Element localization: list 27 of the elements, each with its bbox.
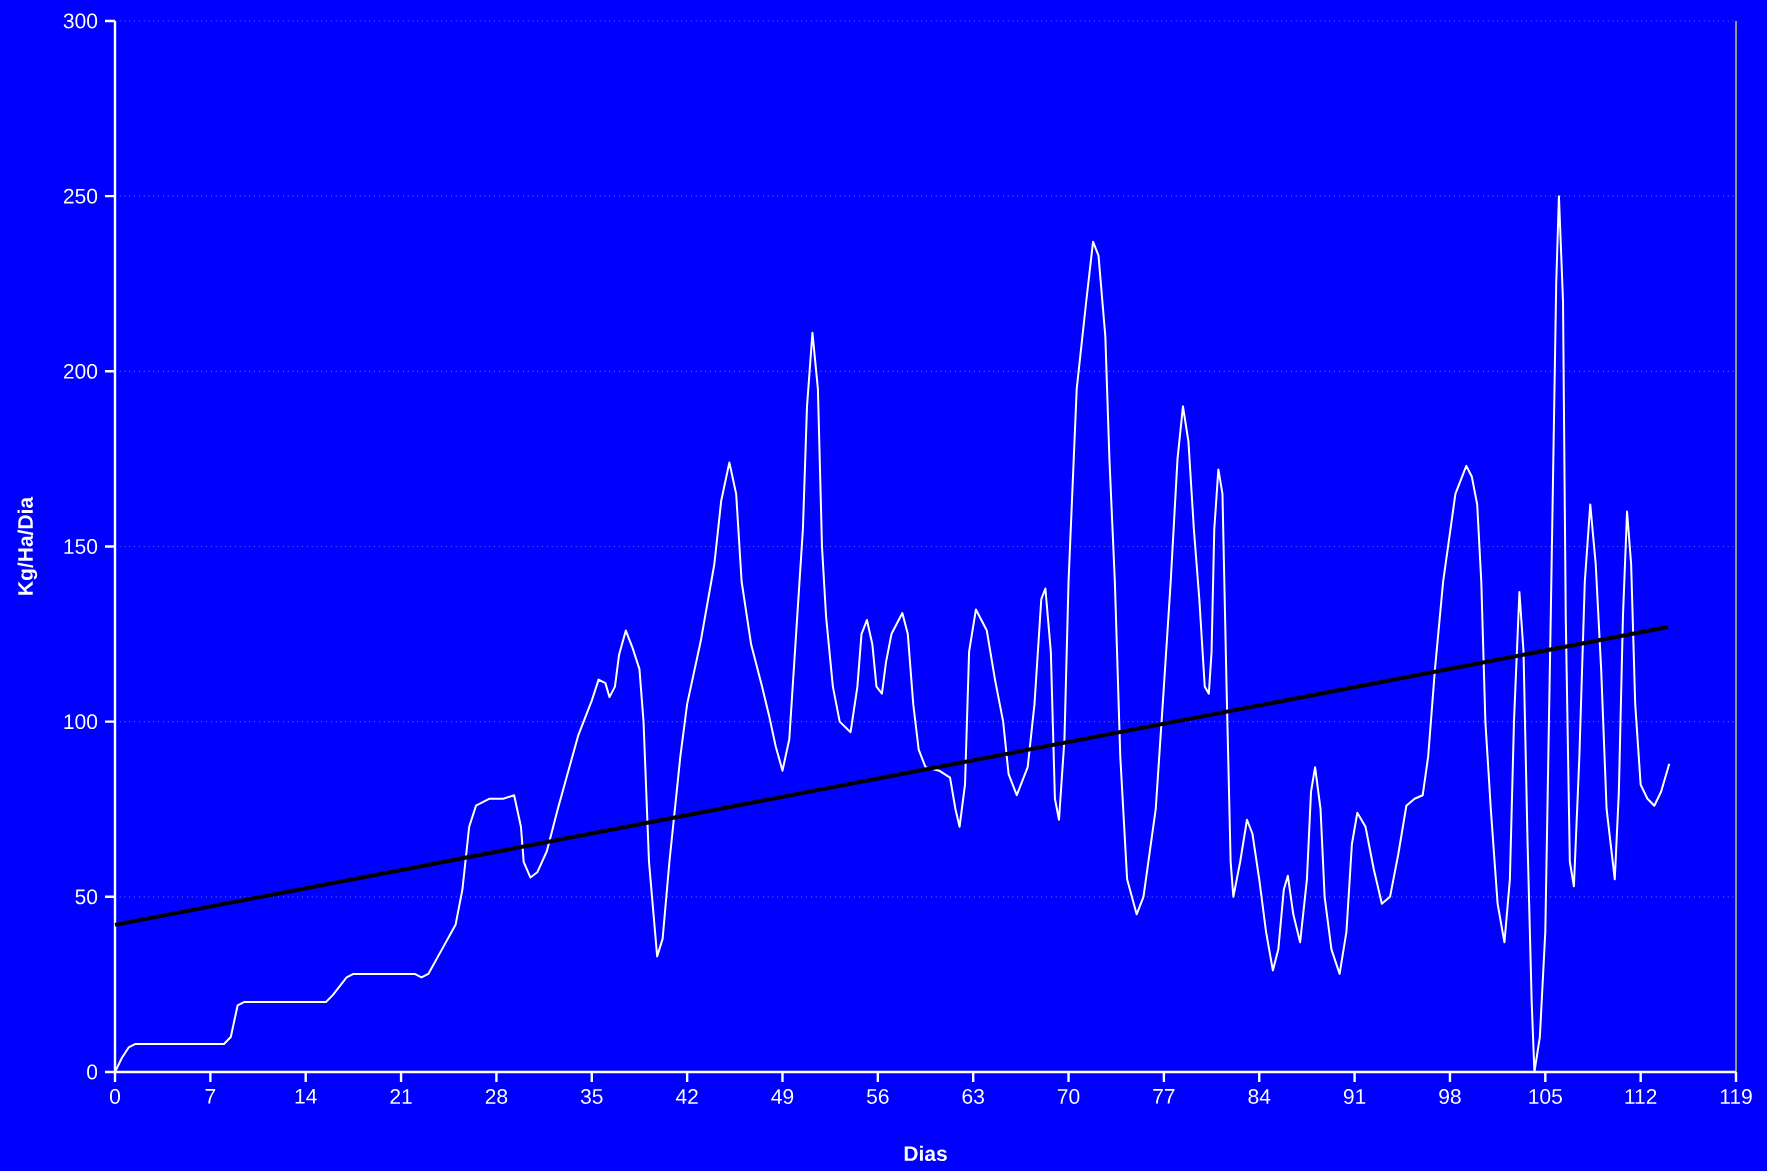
x-tick-label: 0 bbox=[109, 1089, 121, 1104]
x-tick-label: 112 bbox=[1625, 1089, 1657, 1104]
y-tick-label: 200 bbox=[63, 363, 98, 379]
x-tick-label: 119 bbox=[1720, 1089, 1752, 1104]
x-tick-label: 84 bbox=[1248, 1089, 1271, 1104]
y-tick-label: 300 bbox=[63, 13, 98, 29]
x-tick-label: 7 bbox=[205, 1089, 216, 1104]
x-tick-label: 91 bbox=[1343, 1089, 1366, 1104]
x-tick-label: 98 bbox=[1439, 1089, 1461, 1104]
x-tick-label: 35 bbox=[580, 1089, 603, 1104]
y-tick-label: 0 bbox=[87, 1064, 98, 1080]
x-tick-label: 42 bbox=[675, 1089, 698, 1104]
y-tick-label: 150 bbox=[64, 539, 98, 554]
x-tick-label: 56 bbox=[867, 1089, 889, 1104]
x-tick-label: 63 bbox=[962, 1089, 984, 1104]
x-axis-title: Dias bbox=[904, 1145, 947, 1162]
x-tick-label: 77 bbox=[1153, 1089, 1175, 1104]
x-tick-label: 14 bbox=[295, 1089, 317, 1104]
y-tick-label: 100 bbox=[64, 714, 98, 730]
x-tick-label: 105 bbox=[1529, 1089, 1562, 1104]
x-tick-label: 21 bbox=[390, 1089, 412, 1104]
x-tick-label: 28 bbox=[485, 1089, 508, 1104]
y-tick-label: 250 bbox=[63, 188, 98, 204]
x-tick-label: 49 bbox=[771, 1089, 794, 1104]
y-tick-label: 50 bbox=[75, 889, 98, 905]
y-axis-title: Kg/Ha/Dia bbox=[17, 496, 38, 595]
x-tick-label: 70 bbox=[1057, 1089, 1080, 1104]
